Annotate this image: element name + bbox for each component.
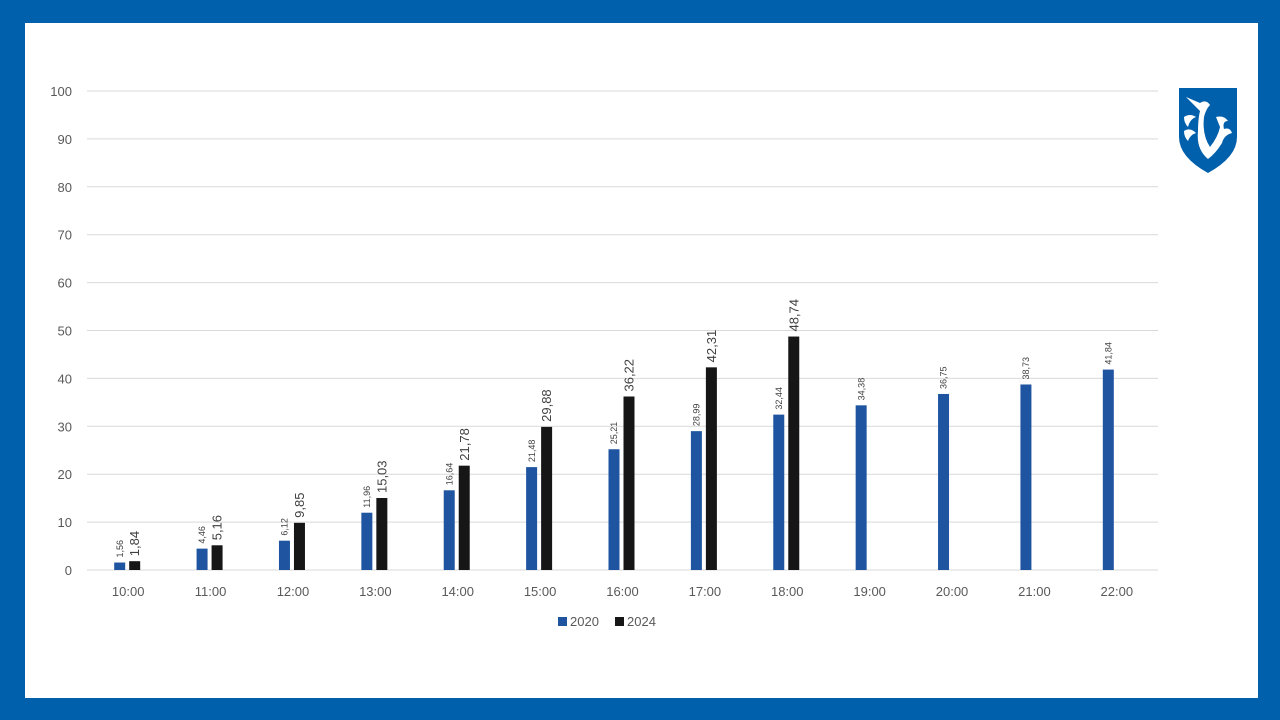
bar-2020 xyxy=(196,548,208,570)
data-label-2024: 9,85 xyxy=(292,493,307,518)
data-label-2024: 42,31 xyxy=(704,330,719,363)
bar-2020 xyxy=(114,562,126,570)
data-label-2024: 15,03 xyxy=(374,460,389,493)
y-tick-label: 30 xyxy=(58,419,72,434)
data-label-2020: 28,99 xyxy=(692,404,702,427)
data-label-2024: 5,16 xyxy=(210,515,225,540)
data-label-2024: 36,22 xyxy=(622,359,637,392)
bar-2024 xyxy=(705,367,717,570)
y-tick-label: 60 xyxy=(58,276,72,291)
bar-2024 xyxy=(129,561,141,570)
y-tick-label: 90 xyxy=(58,132,72,147)
data-label-2020: 36,75 xyxy=(939,366,949,389)
bar-2024 xyxy=(211,545,223,570)
x-tick-label: 20:00 xyxy=(936,584,969,599)
data-label-2020: 25,21 xyxy=(609,422,619,445)
data-label-2020: 34,38 xyxy=(856,378,866,401)
bar-2020 xyxy=(1020,384,1032,570)
data-label-2020: 6,12 xyxy=(280,518,290,536)
bar-2024 xyxy=(788,336,800,570)
bar-2020 xyxy=(608,449,620,570)
x-tick-label: 10:00 xyxy=(112,584,145,599)
data-label-2020: 1,56 xyxy=(115,540,125,558)
y-tick-label: 80 xyxy=(58,180,72,195)
data-label-2020: 32,44 xyxy=(774,387,784,410)
x-tick-label: 14:00 xyxy=(441,584,474,599)
bar-2020 xyxy=(526,467,538,570)
y-tick-label: 100 xyxy=(50,84,72,99)
bar-2020 xyxy=(855,405,867,570)
data-label-2020: 21,48 xyxy=(527,440,537,463)
bar-2020 xyxy=(1102,369,1114,570)
data-label-2020: 41,84 xyxy=(1103,342,1113,365)
bar-2020 xyxy=(443,490,455,570)
x-tick-label: 22:00 xyxy=(1101,584,1134,599)
x-tick-label: 13:00 xyxy=(359,584,392,599)
bar-2024 xyxy=(458,465,470,570)
bar-2024 xyxy=(293,522,305,570)
data-label-2024: 21,78 xyxy=(457,428,472,461)
x-tick-label: 16:00 xyxy=(606,584,639,599)
y-tick-label: 50 xyxy=(58,324,72,339)
y-tick-label: 10 xyxy=(58,515,72,530)
bar-2024 xyxy=(623,396,635,570)
data-label-2020: 16,64 xyxy=(444,463,454,486)
data-label-2024: 1,84 xyxy=(127,531,142,556)
bar-chart: 0 10 20 30 40 50 60 70 80 90 100 10:00 1,56 1,84 11:00… xyxy=(50,84,1158,629)
x-tick-label: 11:00 xyxy=(195,584,227,599)
bar-2020 xyxy=(278,540,290,570)
bar-2020 xyxy=(361,512,373,570)
x-tick-label: 12:00 xyxy=(277,584,310,599)
x-tick-label: 19:00 xyxy=(853,584,886,599)
y-tick-label: 20 xyxy=(58,467,72,482)
bird-shield-logo-icon xyxy=(1179,88,1237,173)
legend-swatch-2020 xyxy=(558,617,567,626)
x-tick-label: 18:00 xyxy=(771,584,804,599)
legend-label-2020: 2020 xyxy=(570,614,599,629)
data-label-2020: 11,96 xyxy=(362,486,372,508)
bar-2020 xyxy=(773,414,785,570)
bar-2024 xyxy=(376,498,388,570)
x-tick-label: 21:00 xyxy=(1018,584,1051,599)
slide: 0 10 20 30 40 50 60 70 80 90 100 10:00 1,56 1,84 11:00… xyxy=(25,23,1258,698)
x-tick-label: 17:00 xyxy=(689,584,722,599)
bar-2024 xyxy=(541,426,553,570)
data-label-2020: 38,73 xyxy=(1021,357,1031,380)
bar-2020 xyxy=(938,393,950,570)
data-label-2020: 4,46 xyxy=(197,526,207,544)
data-label-2024: 48,74 xyxy=(786,299,801,332)
y-tick-label: 40 xyxy=(58,371,72,386)
legend-swatch-2024 xyxy=(615,617,624,626)
x-tick-label: 15:00 xyxy=(524,584,557,599)
legend-label-2024: 2024 xyxy=(627,614,656,629)
bar-2020 xyxy=(690,431,702,570)
data-label-2024: 29,88 xyxy=(539,389,554,422)
y-tick-label: 70 xyxy=(58,228,72,243)
y-tick-label: 0 xyxy=(65,563,72,578)
